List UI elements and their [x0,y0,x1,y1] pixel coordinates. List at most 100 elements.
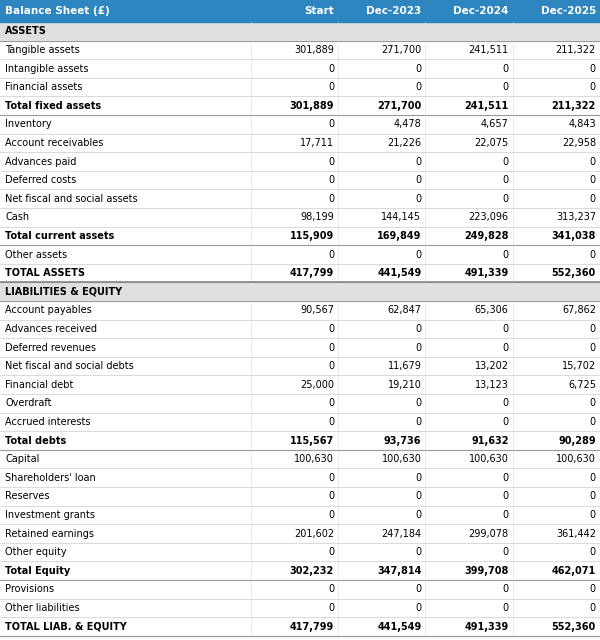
Text: Accrued interests: Accrued interests [5,417,91,427]
Text: 4,478: 4,478 [394,119,421,129]
Text: Dec-2023: Dec-2023 [366,6,421,16]
Text: 0: 0 [415,157,421,166]
Text: 0: 0 [415,398,421,408]
Text: 6,725: 6,725 [568,380,596,390]
Text: 4,843: 4,843 [568,119,596,129]
Text: 0: 0 [590,492,596,501]
Text: 19,210: 19,210 [388,380,421,390]
Text: 0: 0 [415,82,421,92]
Text: 0: 0 [415,324,421,334]
Bar [0,617,600,636]
Bar [0,40,600,60]
Text: 0: 0 [328,82,334,92]
Bar [0,561,600,580]
Text: Provisions: Provisions [5,584,54,595]
Text: Total fixed assets: Total fixed assets [5,100,101,111]
Text: 0: 0 [503,547,509,557]
Text: 0: 0 [503,398,509,408]
Text: 0: 0 [415,342,421,353]
Text: 0: 0 [503,63,509,74]
Text: 417,799: 417,799 [290,621,334,632]
Bar [0,152,600,171]
Text: Dec-2024: Dec-2024 [454,6,509,16]
Text: 0: 0 [328,510,334,520]
Text: Overdraft: Overdraft [5,398,52,408]
Text: 100,630: 100,630 [294,454,334,464]
Bar [0,524,600,543]
Text: Cash: Cash [5,212,29,222]
Text: 21,226: 21,226 [387,138,421,148]
Bar [0,171,600,189]
Text: 0: 0 [328,194,334,204]
Text: 0: 0 [503,342,509,353]
Text: Dec-2025: Dec-2025 [541,6,596,16]
Text: 169,849: 169,849 [377,231,421,241]
Bar [0,301,600,319]
Text: Net fiscal and social assets: Net fiscal and social assets [5,194,137,204]
Text: Net fiscal and social debts: Net fiscal and social debts [5,361,134,371]
Text: 0: 0 [590,473,596,483]
Bar [0,97,600,115]
Text: 0: 0 [503,82,509,92]
Text: 0: 0 [415,584,421,595]
Bar [0,450,600,468]
Text: 0: 0 [590,398,596,408]
Text: 0: 0 [415,547,421,557]
Text: 0: 0 [328,361,334,371]
Text: Advances received: Advances received [5,324,97,334]
Text: 341,038: 341,038 [551,231,596,241]
Text: 0: 0 [590,603,596,613]
Text: Investment grants: Investment grants [5,510,95,520]
Text: 441,549: 441,549 [377,621,421,632]
Text: 0: 0 [328,417,334,427]
Text: 302,232: 302,232 [290,566,334,576]
Text: 115,567: 115,567 [290,435,334,445]
Text: 249,828: 249,828 [464,231,509,241]
Bar [0,0,600,22]
Text: Intangible assets: Intangible assets [5,63,89,74]
Text: 13,123: 13,123 [475,380,509,390]
Text: 271,700: 271,700 [377,100,421,111]
Text: 462,071: 462,071 [552,566,596,576]
Bar [0,487,600,506]
Text: 0: 0 [328,603,334,613]
Text: 271,700: 271,700 [381,45,421,55]
Text: 0: 0 [590,510,596,520]
Text: 0: 0 [503,603,509,613]
Text: 0: 0 [415,194,421,204]
Text: 0: 0 [503,175,509,185]
Text: Other equity: Other equity [5,547,67,557]
Text: Financial assets: Financial assets [5,82,82,92]
Bar [0,264,600,282]
Text: Advances paid: Advances paid [5,157,76,166]
Text: 347,814: 347,814 [377,566,421,576]
Text: 0: 0 [503,510,509,520]
Text: TOTAL ASSETS: TOTAL ASSETS [5,268,85,278]
Bar [0,431,600,450]
Text: 93,736: 93,736 [384,435,421,445]
Bar [0,245,600,264]
Bar [0,357,600,376]
Text: 0: 0 [415,250,421,259]
Text: 0: 0 [503,250,509,259]
Text: 0: 0 [328,63,334,74]
Text: 0: 0 [503,324,509,334]
Text: 0: 0 [590,584,596,595]
Text: 223,096: 223,096 [469,212,509,222]
Text: 0: 0 [415,175,421,185]
Text: 0: 0 [328,250,334,259]
Text: 100,630: 100,630 [469,454,509,464]
Bar [0,78,600,97]
Text: 361,442: 361,442 [556,529,596,538]
Bar [0,468,600,487]
Text: Tangible assets: Tangible assets [5,45,80,55]
Text: 0: 0 [503,584,509,595]
Text: 417,799: 417,799 [290,268,334,278]
Text: 313,237: 313,237 [556,212,596,222]
Text: 0: 0 [503,492,509,501]
Text: 0: 0 [328,547,334,557]
Text: 4,657: 4,657 [481,119,509,129]
Text: 0: 0 [503,417,509,427]
Bar [0,338,600,357]
Text: Retained earnings: Retained earnings [5,529,94,538]
